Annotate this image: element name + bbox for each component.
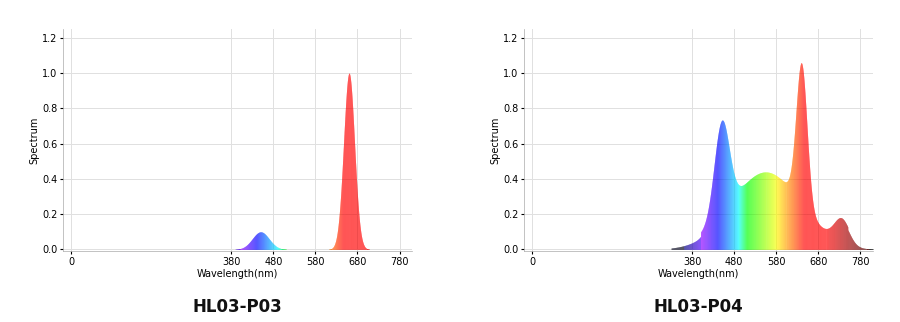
Text: HL03-P03: HL03-P03 [193,298,283,316]
Y-axis label: Spectrum: Spectrum [30,116,40,164]
X-axis label: Wavelength(nm): Wavelength(nm) [658,270,739,279]
X-axis label: Wavelength(nm): Wavelength(nm) [197,270,278,279]
Text: HL03-P04: HL03-P04 [653,298,743,316]
Y-axis label: Spectrum: Spectrum [491,116,500,164]
